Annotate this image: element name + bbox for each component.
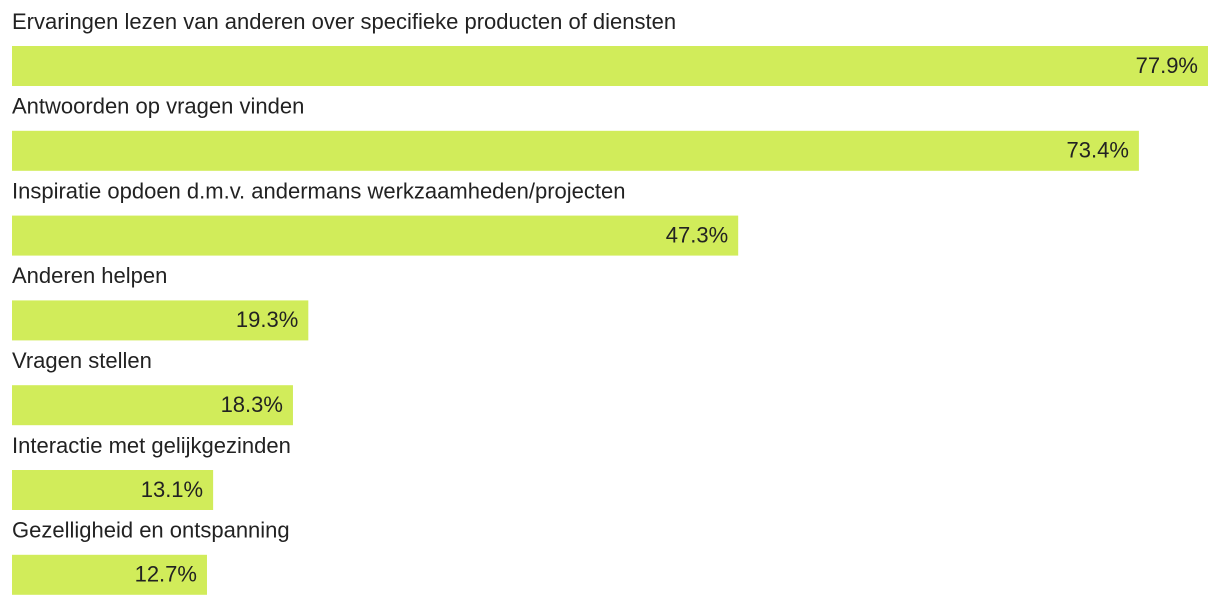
- category-label: Inspiratie opdoen d.m.v. andermans werkz…: [12, 178, 626, 203]
- category-label: Gezelligheid en ontspanning: [12, 518, 290, 543]
- bar: [12, 554, 207, 595]
- category-label: Vragen stellen: [12, 348, 152, 373]
- bar: [12, 215, 739, 256]
- value-label: 77.9%: [1136, 53, 1198, 78]
- bar: [12, 46, 1208, 86]
- category-label: Antwoorden op vragen vinden: [12, 94, 304, 119]
- value-label: 73.4%: [1067, 138, 1129, 163]
- value-label: 19.3%: [236, 307, 298, 332]
- bar: [12, 300, 309, 341]
- value-label: 18.3%: [221, 392, 283, 417]
- value-label: 47.3%: [666, 222, 728, 247]
- bar: [12, 130, 1139, 171]
- category-label: Anderen helpen: [12, 263, 167, 288]
- value-label: 12.7%: [135, 562, 197, 587]
- bar: [12, 385, 293, 426]
- category-label: Interactie met gelijkgezinden: [12, 433, 291, 458]
- category-label: Ervaringen lezen van anderen over specif…: [12, 9, 676, 34]
- value-label: 13.1%: [141, 477, 203, 502]
- bar: [12, 470, 214, 510]
